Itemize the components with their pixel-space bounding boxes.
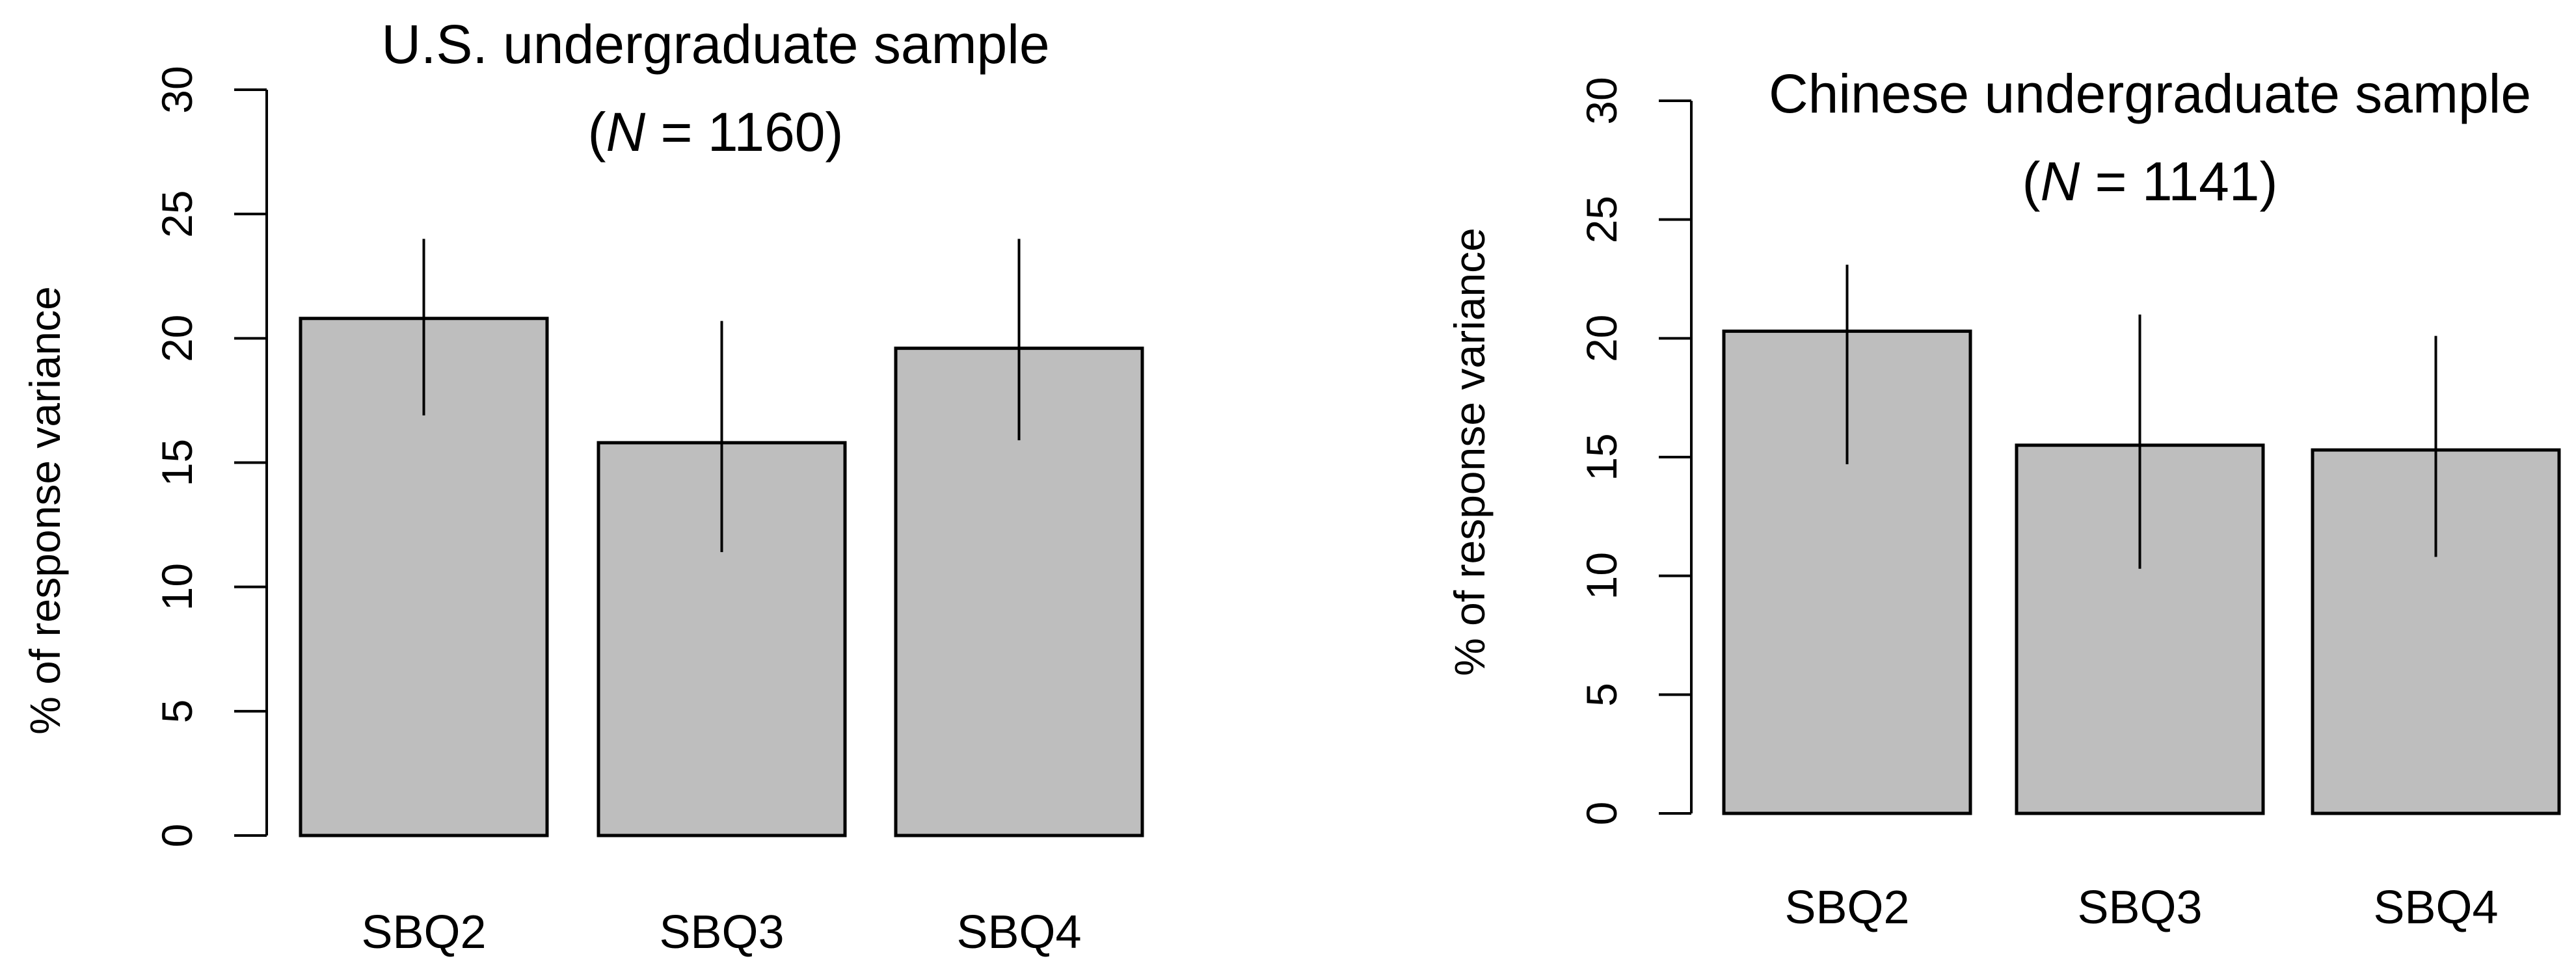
y-tick-label: 25 (1577, 196, 1626, 243)
y-tick-label: 25 (153, 190, 201, 237)
y-tick-label: 5 (1577, 683, 1626, 707)
x-category-label: SBQ2 (1784, 882, 1909, 934)
chart-subtitle: (N = 1160) (587, 101, 843, 163)
bars (299, 239, 1144, 837)
y-axis: 0 5 10 15 20 25 30 (153, 66, 268, 848)
category-labels: SBQ2 SBQ3 SBQ4 (361, 906, 1081, 958)
y-tick-label: 10 (153, 563, 201, 611)
x-category-label: SBQ4 (2373, 882, 2498, 934)
y-tick-label: 0 (1577, 802, 1626, 826)
y-axis-title: % of response variance (1445, 228, 1494, 676)
y-tick-label: 10 (1577, 552, 1626, 599)
x-category-label: SBQ2 (361, 906, 486, 958)
y-tick-label: 15 (1577, 433, 1626, 480)
chart-panel-us: U.S. undergraduate sample (N = 1160) % o… (21, 14, 1144, 958)
chart-subtitle: (N = 1141) (2022, 151, 2277, 212)
y-tick-label: 0 (153, 824, 201, 848)
x-category-label: SBQ3 (659, 906, 784, 958)
chart-panel-chinese: Chinese undergraduate sample (N = 1141) … (1445, 63, 2561, 934)
x-category-label: SBQ3 (2077, 882, 2202, 934)
bar-sbq4 (894, 347, 1144, 837)
y-axis: 0 5 10 15 20 25 30 (1577, 77, 1693, 826)
y-tick-label: 5 (153, 699, 201, 723)
y-tick-label: 15 (153, 439, 201, 486)
chart-title: U.S. undergraduate sample (381, 14, 1049, 75)
y-tick-label: 30 (1577, 77, 1626, 124)
y-tick-label: 30 (153, 66, 201, 113)
chart-title: Chinese undergraduate sample (1769, 63, 2531, 124)
y-tick-label: 20 (1577, 315, 1626, 362)
x-category-label: SBQ4 (956, 906, 1081, 958)
category-labels: SBQ2 SBQ3 SBQ4 (1784, 882, 2498, 934)
y-axis-title: % of response variance (21, 286, 69, 735)
y-tick-label: 20 (153, 315, 201, 362)
bars (1722, 265, 2561, 815)
